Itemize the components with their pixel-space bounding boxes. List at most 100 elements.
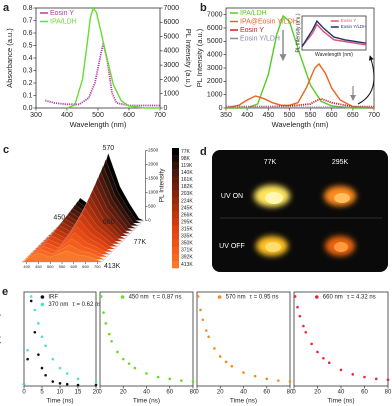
- colorbar-label: 371K: [181, 248, 193, 254]
- data-point: [253, 374, 257, 378]
- data-point: [44, 373, 47, 377]
- data-point: [242, 371, 245, 374]
- data-point: [218, 355, 222, 358]
- colorbar-label: 295K: [181, 219, 193, 225]
- data-point: [40, 366, 44, 370]
- x-tick-label: 0: [22, 390, 26, 396]
- x-tick-label: 80: [385, 390, 392, 396]
- colorbar-swatch: [172, 246, 179, 255]
- sample-glow: [334, 242, 348, 252]
- x-tick-label: 400: [23, 264, 30, 269]
- y-tick-label: 0.3: [23, 67, 33, 74]
- colorbar-swatch: [172, 239, 179, 248]
- data-point: [102, 311, 105, 314]
- y2-tick-label: 0: [164, 105, 168, 112]
- colorbar-swatch: [172, 183, 179, 191]
- data-point: [302, 324, 305, 328]
- x-tick-label: 600: [123, 112, 135, 119]
- data-point: [196, 295, 200, 298]
- y-tick-label: 0.5: [23, 42, 33, 49]
- legend-label: IPA/LDH: [50, 18, 77, 25]
- x-tick-label: 0: [195, 390, 199, 396]
- x-tick-label: 500: [92, 112, 104, 119]
- panel-label: b: [200, 2, 207, 14]
- data-point: [133, 366, 137, 370]
- sample-glow: [265, 242, 281, 252]
- photo-background: [212, 150, 388, 272]
- colorbar-swatch: [172, 218, 179, 226]
- legend-label: Eosin Y: [240, 27, 264, 34]
- y-tick-label: 0: [219, 105, 223, 112]
- data-point: [29, 299, 33, 303]
- data-point: [44, 344, 47, 348]
- colorbar-label: 245K: [181, 205, 193, 211]
- colorbar-label: 266K: [181, 212, 193, 218]
- series-end-label: 77K: [134, 239, 147, 246]
- data-point: [224, 360, 228, 364]
- x-tick-label: 20: [120, 390, 127, 396]
- z-tick-label: 1500: [148, 176, 159, 181]
- data-point: [33, 330, 37, 334]
- data-point: [37, 353, 40, 356]
- x-tick-label: 20: [217, 390, 224, 396]
- data-point: [99, 295, 103, 298]
- x-tick-label: 60: [361, 390, 368, 396]
- x-tick-label: 20: [314, 390, 321, 396]
- z-tick-label: 500: [148, 204, 156, 209]
- colorbar-swatch: [172, 197, 179, 205]
- x-axis-label: Wavelength (nm): [70, 120, 127, 129]
- colorbar-label: 413K: [181, 262, 193, 268]
- x-tick-label: 300: [30, 112, 42, 119]
- colorbar-label: 315K: [181, 227, 193, 233]
- legend-label: 450 nm: [129, 295, 149, 301]
- colorbar-swatch: [172, 162, 179, 170]
- colorbar-label: 203K: [181, 191, 193, 197]
- x-axis-label: Wavelength (nm): [272, 120, 329, 129]
- x-axis-label: Time (ns): [46, 398, 73, 405]
- colorbar-swatch: [172, 155, 179, 163]
- x-axis-label: Time (ns): [133, 398, 160, 405]
- y2-tick-label: 4000: [164, 48, 180, 55]
- colorbar-swatch: [172, 260, 179, 269]
- x-tick-label: 20: [93, 390, 100, 396]
- data-point: [156, 375, 160, 379]
- x-tick-label: 40: [338, 390, 345, 396]
- x-tick-label: 700: [94, 264, 101, 269]
- legend-label: 370 nm: [48, 302, 68, 308]
- x-axis-label: Time (ns): [230, 398, 257, 405]
- data-point: [199, 308, 202, 312]
- legend-label: IRF: [48, 295, 58, 301]
- colorbar-label: 335K: [181, 234, 193, 240]
- data-point: [322, 356, 325, 360]
- data-point: [29, 295, 33, 298]
- column-label: 77K: [264, 159, 277, 166]
- colorbar-label: 140K: [181, 170, 193, 176]
- data-point: [201, 318, 205, 322]
- data-point: [76, 377, 80, 381]
- colorbar-label: 392K: [181, 255, 193, 261]
- legend-swatch: [315, 295, 319, 299]
- colorbar-label: 119K: [181, 163, 193, 169]
- data-point: [108, 332, 111, 336]
- y2-tick-label: 5000: [164, 33, 180, 40]
- x-tick-label: 40: [240, 390, 247, 396]
- data-point: [298, 314, 302, 318]
- data-point: [58, 382, 62, 385]
- sample-glow: [334, 193, 350, 203]
- z-tick-label: 0: [148, 218, 151, 223]
- data-point: [127, 362, 131, 365]
- y-tick-label: 6000: [207, 25, 223, 32]
- legend-label: Eosin Y/LDH: [240, 35, 280, 42]
- x-tick-label: 0: [98, 390, 102, 396]
- colorbar-swatch: [172, 204, 179, 212]
- annotations: [279, 30, 375, 105]
- legend-swatch: [120, 295, 125, 299]
- data-point: [94, 383, 98, 387]
- data-point: [327, 361, 331, 365]
- data-point: [168, 377, 172, 381]
- arrow: [357, 55, 375, 105]
- column-label: 295K: [332, 159, 349, 166]
- data-point: [40, 335, 44, 339]
- legend-swatch: [40, 295, 45, 299]
